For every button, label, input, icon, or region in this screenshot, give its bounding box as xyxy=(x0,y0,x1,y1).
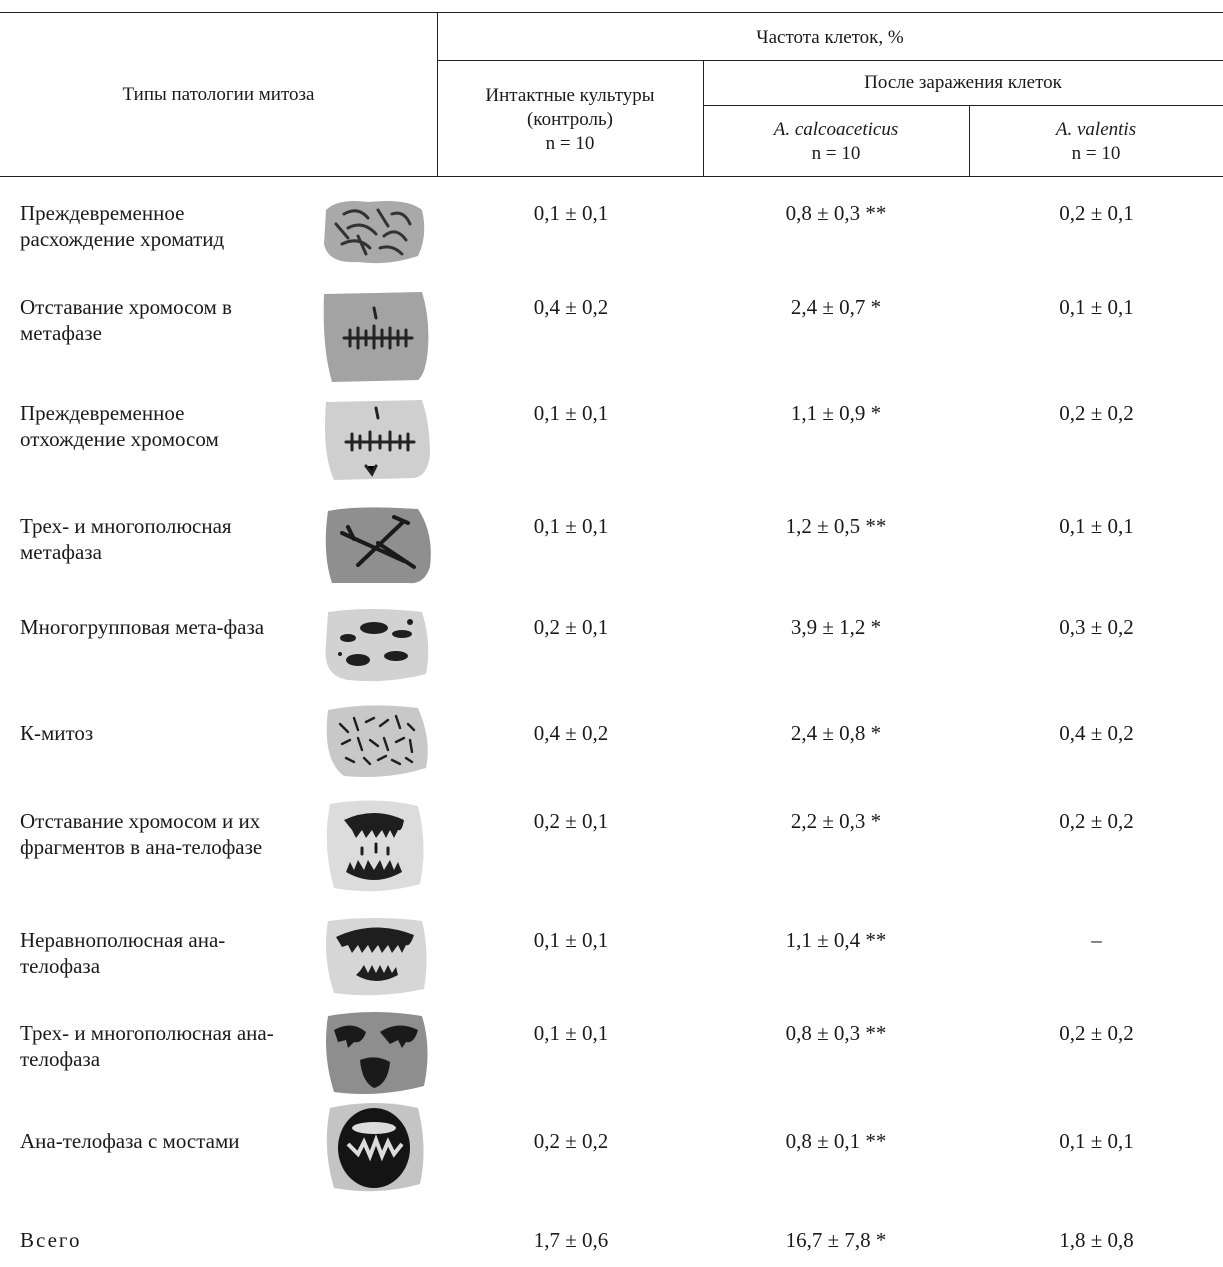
control-value: 0,1 ± 0,1 xyxy=(533,928,609,952)
col-divider-1 xyxy=(437,12,438,176)
row-label: Ана-телофаза с мостами xyxy=(20,1129,240,1153)
valentis-value: 0,1 ± 0,1 xyxy=(1059,1129,1134,1153)
row-label: Отставание хромосом в метафазе xyxy=(20,295,232,345)
multipolar-anaphase-icon xyxy=(326,1012,428,1094)
calcoaceticus-value: 1,1 ± 0,4 ** xyxy=(785,928,887,952)
valentis-value: 0,2 ± 0,2 xyxy=(1059,1021,1134,1045)
control-value: 0,1 ± 0,1 xyxy=(533,1021,609,1045)
header-control-line1: Интактные культуры xyxy=(485,85,655,106)
row-label: Неравнополюсная ана-телофаза xyxy=(20,928,226,978)
header-pathology-type: Типы патологии митоза xyxy=(122,84,315,105)
header-valentis-name: A. valentis xyxy=(1055,119,1137,140)
premature-departure-icon xyxy=(325,400,430,480)
row-label: Преждевременное расхождение хроматид xyxy=(20,201,225,251)
valentis-value: 0,2 ± 0,2 xyxy=(1059,809,1134,833)
row-label: Отставание хромосом и их фрагментов в ан… xyxy=(20,809,263,859)
header-control-n: n = 10 xyxy=(545,133,595,154)
control-value: 0,2 ± 0,1 xyxy=(533,809,609,833)
after-header-rule xyxy=(703,105,1223,106)
row-label: К-митоз xyxy=(20,721,94,745)
calcoaceticus-value: 0,8 ± 0,1 ** xyxy=(785,1129,887,1153)
total-valentis-value: 1,8 ± 0,8 xyxy=(1059,1228,1134,1252)
valentis-value: 0,2 ± 0,1 xyxy=(1059,201,1134,225)
valentis-value: 0,4 ± 0,2 xyxy=(1059,721,1134,745)
header-bottom-rule xyxy=(0,176,1223,177)
chromatid-separation-icon xyxy=(324,201,425,264)
calcoaceticus-value: 2,2 ± 0,3 * xyxy=(790,809,882,833)
calcoaceticus-value: 2,4 ± 0,7 * xyxy=(790,295,882,319)
valentis-value: 0,2 ± 0,2 xyxy=(1059,401,1134,425)
header-calcoaceticus: A. calcoaceticus n = 10 xyxy=(703,118,969,166)
calcoaceticus-value: 1,1 ± 0,9 * xyxy=(790,401,882,425)
calcoaceticus-value: 0,8 ± 0,3 ** xyxy=(785,1021,887,1045)
calcoaceticus-value: 2,4 ± 0,8 * xyxy=(790,721,882,745)
control-value: 0,4 ± 0,2 xyxy=(533,295,609,319)
header-after-infection: После заражения клеток xyxy=(864,72,1062,93)
metaphase-lagging-icon xyxy=(323,292,429,382)
k-mitosis-icon xyxy=(326,705,428,777)
row-label: Трех- и многополюсная метафаза xyxy=(20,514,232,564)
calcoaceticus-value: 0,8 ± 0,3 ** xyxy=(785,201,887,225)
valentis-value: 0,1 ± 0,1 xyxy=(1059,295,1134,319)
row-label: Преждевременное отхождение хромосом xyxy=(20,401,219,451)
valentis-value: – xyxy=(1091,928,1102,952)
total-calcoaceticus-value: 16,7 ± 7,8 * xyxy=(785,1228,887,1252)
multipolar-metaphase-icon xyxy=(325,507,431,584)
valentis-value: 0,1 ± 0,1 xyxy=(1059,514,1134,538)
control-value: 0,4 ± 0,2 xyxy=(533,721,609,745)
control-value: 0,1 ± 0,1 xyxy=(533,401,609,425)
header-control: Интактные культуры (контроль) n = 10 xyxy=(437,84,703,156)
total-label: Всего xyxy=(20,1228,82,1252)
header-cell-frequency: Частота клеток, % xyxy=(756,27,904,48)
anaphase-bridges-icon xyxy=(326,1103,424,1192)
col-divider-2 xyxy=(703,60,704,176)
col-divider-3 xyxy=(969,105,970,176)
calcoaceticus-value: 3,9 ± 1,2 * xyxy=(790,615,882,639)
header-calcoaceticus-name: A. calcoaceticus xyxy=(773,119,899,140)
row-label: Трех- и многополюсная ана-телофаза xyxy=(20,1021,274,1071)
unequal-anaphase-icon xyxy=(326,918,427,996)
freq-header-rule xyxy=(437,60,1223,61)
table-top-rule xyxy=(0,12,1223,13)
total-control-value: 1,7 ± 0,6 xyxy=(533,1228,609,1252)
header-control-line2: (контроль) xyxy=(526,109,614,130)
control-value: 0,1 ± 0,1 xyxy=(533,514,609,538)
row-label: Многогрупповая мета-фаза xyxy=(20,615,265,639)
multigroup-metaphase-icon xyxy=(325,609,429,682)
header-calcoaceticus-n: n = 10 xyxy=(811,143,861,164)
valentis-value: 0,3 ± 0,2 xyxy=(1059,615,1134,639)
header-valentis: A. valentis n = 10 xyxy=(969,118,1223,166)
control-value: 0,2 ± 0,1 xyxy=(533,615,609,639)
control-value: 0,2 ± 0,2 xyxy=(533,1129,609,1153)
header-valentis-n: n = 10 xyxy=(1071,143,1121,164)
anaphase-lagging-icon xyxy=(326,800,424,892)
control-value: 0,1 ± 0,1 xyxy=(533,201,609,225)
calcoaceticus-value: 1,2 ± 0,5 ** xyxy=(785,514,887,538)
